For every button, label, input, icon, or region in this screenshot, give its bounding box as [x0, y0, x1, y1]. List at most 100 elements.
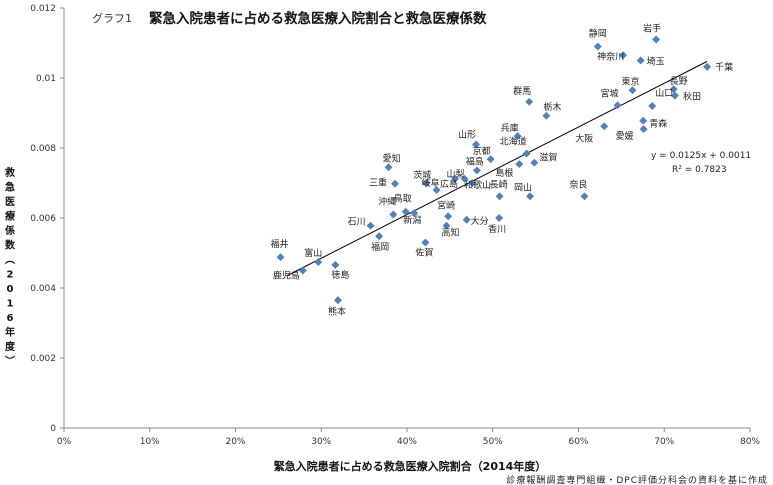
- point-label: 京都: [473, 145, 491, 157]
- point-label: 新潟: [403, 214, 421, 226]
- point-label: 佐賀: [415, 247, 433, 259]
- point-label: 静岡: [589, 28, 607, 40]
- data-point-香川: [495, 214, 504, 222]
- y-label-char: 救: [5, 166, 15, 179]
- point-label: 奈良: [570, 178, 588, 190]
- data-point-群馬: [525, 97, 534, 106]
- x-axis-label: 緊急入院患者に占める救急医療入院割合（2014年度）: [274, 459, 547, 473]
- point-label: 岩手: [643, 23, 661, 35]
- data-point-京都: [486, 155, 495, 164]
- point-label: 三重: [369, 177, 387, 189]
- data-point-岐阜: [432, 186, 441, 194]
- data-point-茨城: [422, 179, 431, 187]
- x-tick-label: 70%: [654, 437, 674, 447]
- data-point-福岡: [375, 232, 384, 241]
- data-point-宮崎: [444, 212, 453, 221]
- point-label: 北海道: [500, 136, 527, 148]
- point-label: 大阪: [575, 132, 593, 144]
- y-tick-label: 0.004: [30, 284, 56, 294]
- x-tick-label: 0%: [57, 437, 72, 447]
- y-tick-label: 0.012: [30, 4, 56, 14]
- data-point-山梨: [460, 174, 469, 183]
- point-label: 神奈川: [597, 50, 624, 62]
- point-label: 大分: [471, 215, 489, 227]
- y-tick-label: 0.01: [36, 74, 56, 84]
- point-label: 岡山: [514, 182, 532, 193]
- chart-title: 緊急入院患者に占める救急医療入院割合と救急医療係数: [149, 10, 487, 27]
- data-point-福井: [276, 253, 285, 262]
- y-label-char: 急: [5, 181, 15, 194]
- data-point-鳥取: [401, 207, 410, 216]
- point-label: 香川: [488, 224, 506, 235]
- y-label-char: 度: [5, 340, 16, 353]
- y-label-char: 6: [7, 313, 14, 324]
- data-point-千葉: [703, 62, 712, 71]
- data-point-和歌山: [468, 179, 477, 187]
- x-tick-label: 50%: [483, 437, 503, 447]
- data-point-奈良: [580, 192, 589, 201]
- data-point-山口: [648, 102, 657, 110]
- point-label: 千葉: [715, 61, 733, 73]
- point-label: 東京: [622, 75, 640, 87]
- point-label: 宮崎: [437, 199, 455, 211]
- y-label-char: 数: [5, 239, 16, 252]
- point-label: 鹿児島: [273, 270, 300, 282]
- data-point-山形: [472, 140, 480, 149]
- data-point-神奈川: [619, 51, 628, 60]
- data-point-福島: [472, 166, 481, 175]
- point-label: 島根: [495, 167, 513, 179]
- y-label-char: 0: [7, 284, 14, 295]
- data-point-岡山: [526, 192, 535, 201]
- data-point-青森: [639, 116, 648, 125]
- data-point-滋賀: [530, 158, 539, 167]
- point-label: 高知: [441, 227, 459, 239]
- point-label: 長野: [670, 76, 688, 87]
- point-label: 山梨: [446, 168, 464, 180]
- data-point-沖縄: [389, 210, 398, 219]
- point-label: 埼玉: [647, 56, 665, 68]
- data-point-埼玉: [636, 56, 645, 65]
- point-label: 福岡: [371, 241, 389, 253]
- x-tick-label: 30%: [311, 437, 331, 447]
- data-point-北海道: [522, 149, 531, 158]
- point-label: 広島: [440, 178, 458, 190]
- y-tick-label: 0: [50, 424, 56, 434]
- y-axis-label: 救急医療係数 ︵ 2 0 1 6 年度 ︶: [4, 166, 16, 368]
- y-axis-ticks: 0 0.002 0.004 0.006 0.008 0.01 0.012: [30, 4, 64, 434]
- data-point-高知: [442, 221, 451, 230]
- data-point-東京: [628, 86, 637, 95]
- point-label: 熊本: [328, 305, 346, 317]
- data-point-鹿児島: [298, 266, 307, 275]
- x-axis-ticks: 0% 10% 20% 30% 40% 50% 60% 70% 80%: [57, 428, 760, 447]
- point-label: 福島: [466, 155, 484, 167]
- x-tick-label: 20%: [225, 437, 245, 447]
- data-points: [276, 35, 712, 305]
- x-tick-label: 60%: [568, 437, 588, 447]
- point-label: 山口: [655, 88, 673, 99]
- data-point-愛知: [384, 163, 393, 172]
- point-label: 愛知: [383, 152, 401, 164]
- y-label-char: 2: [7, 270, 14, 281]
- x-tick-label: 10%: [140, 437, 160, 447]
- data-point-岩手: [652, 35, 661, 44]
- trendline-r2: R² = 0.7823: [672, 165, 727, 175]
- point-label: 石川: [348, 218, 366, 228]
- point-label: 福井: [271, 238, 289, 250]
- point-label: 鳥取: [394, 193, 412, 205]
- y-label-char: 医: [5, 196, 15, 208]
- x-tick-label: 40%: [397, 437, 417, 447]
- x-tick-label: 80%: [740, 437, 760, 447]
- y-tick-label: 0.006: [30, 214, 56, 224]
- point-label: 富山: [304, 247, 322, 259]
- data-point-広島: [451, 174, 459, 183]
- trendline-equation: y = 0.0125x + 0.0011: [651, 151, 751, 161]
- data-point-静岡: [593, 42, 602, 51]
- data-point-島根: [515, 160, 524, 169]
- point-label: 長崎: [490, 178, 508, 190]
- data-point-大分: [462, 215, 471, 224]
- y-tick-label: 0.008: [30, 144, 56, 154]
- point-label: 群馬: [513, 85, 531, 97]
- y-label-char: 療: [5, 210, 15, 223]
- point-label: 秋田: [683, 91, 701, 103]
